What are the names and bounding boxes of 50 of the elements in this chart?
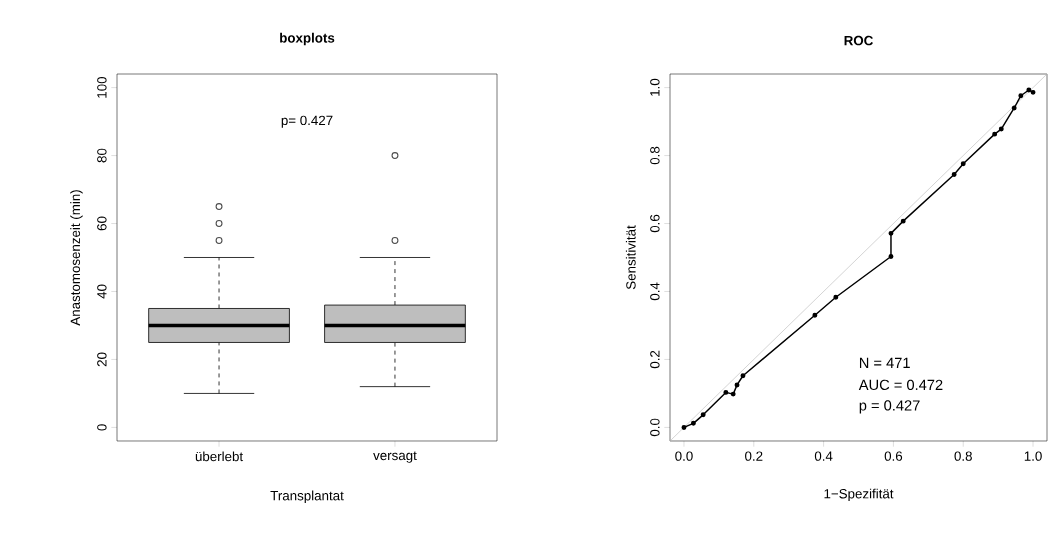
point [740, 373, 746, 379]
x-axis-title: 1−Spezifität [824, 488, 894, 502]
x-tick-label: 1.0 [1024, 451, 1042, 461]
point [1018, 93, 1024, 99]
annotation: AUC = 0.472 [858, 379, 943, 391]
y-tick-label: 80 [97, 148, 107, 163]
y-tick-label: 100 [97, 76, 107, 98]
annotation: p = 0.427 [859, 400, 920, 414]
point [734, 382, 740, 388]
point [681, 424, 687, 430]
point [998, 126, 1004, 132]
x-tick-label: 0.8 [954, 451, 972, 461]
x-tick-label: 0.4 [814, 451, 833, 461]
point [888, 254, 894, 259]
y-tick-label: 0.0 [650, 418, 660, 437]
y-axis-title: Sensitivität [625, 225, 636, 290]
point [700, 412, 706, 418]
y-axis-title: Anastomosenzeit (min) [70, 190, 83, 326]
chart-title: boxplots [280, 32, 335, 46]
y-tick-label: 0.4 [650, 282, 660, 301]
y-tick-label: 0.8 [650, 146, 660, 165]
annotation: N = 471 [859, 357, 910, 368]
x-axis-title: Transplantat [270, 490, 344, 504]
y-tick-label: 1.0 [650, 78, 660, 96]
x-tick-label: 0.2 [745, 451, 763, 461]
annotation: p= 0.427 [281, 115, 333, 128]
point [723, 389, 729, 395]
x-tick-label: 0.6 [884, 451, 903, 461]
point [833, 294, 839, 300]
x-tick-label: überlebt [195, 451, 244, 462]
y-tick-label: 40 [97, 284, 107, 299]
point [992, 131, 998, 137]
y-tick-label: 20 [97, 352, 107, 367]
y-tick-label: 0.2 [650, 350, 660, 369]
point [1030, 89, 1036, 95]
point [690, 420, 696, 426]
x-tick-label: 0.0 [675, 451, 693, 461]
point [951, 172, 957, 178]
y-tick-label: 60 [97, 216, 107, 231]
point [1026, 87, 1032, 93]
y-tick-label: 0 [97, 424, 107, 431]
y-tick-label: 0.6 [650, 214, 660, 233]
point [900, 218, 906, 224]
chart-title: ROC [844, 35, 873, 46]
point [812, 312, 818, 318]
point [1011, 105, 1017, 111]
x-tick-label: versagt [373, 451, 417, 463]
point [960, 161, 966, 167]
point [730, 391, 736, 397]
point [888, 230, 894, 236]
